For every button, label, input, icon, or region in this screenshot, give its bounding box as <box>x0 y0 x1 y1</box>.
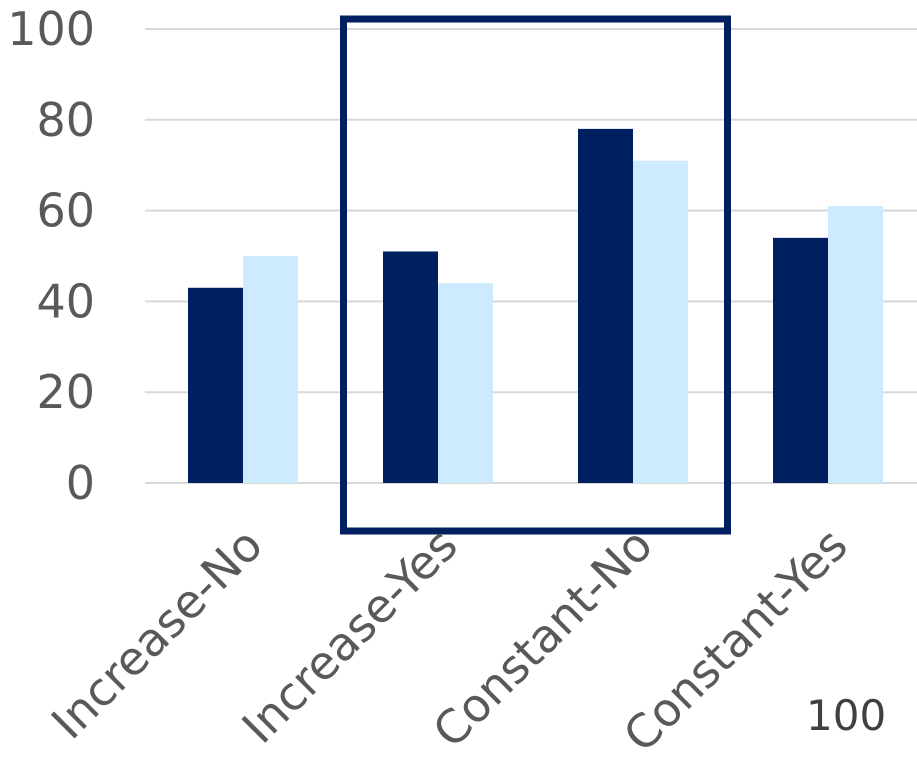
bar-series1-increase-no <box>188 287 243 483</box>
bar-series2-constant-no <box>633 160 688 483</box>
y-tick-label-20: 20 <box>36 365 95 419</box>
y-tick-label-100: 100 <box>7 2 95 56</box>
x-axis-labels: Increase-NoIncrease-YesConstant-NoConsta… <box>41 518 858 763</box>
y-tick-label-40: 40 <box>36 274 95 328</box>
y-tick-label-80: 80 <box>36 93 95 147</box>
highlight-rectangle <box>340 15 731 535</box>
bar-series1-constant-yes <box>773 237 828 483</box>
bar-series2-constant-yes <box>828 206 883 483</box>
y-tick-label-60: 60 <box>36 184 95 238</box>
bars <box>188 128 883 483</box>
y-axis-ticks: 0 20 40 60 80 100 <box>7 2 95 510</box>
bar-series2-increase-yes <box>438 283 493 483</box>
highlight-box <box>340 15 731 535</box>
clipped-axis-label-100: 100 <box>806 691 886 740</box>
bar-series1-constant-no <box>578 128 633 483</box>
bar-series1-increase-yes <box>383 251 438 483</box>
bar-series2-increase-no <box>243 256 298 483</box>
y-tick-label-0: 0 <box>66 456 95 510</box>
